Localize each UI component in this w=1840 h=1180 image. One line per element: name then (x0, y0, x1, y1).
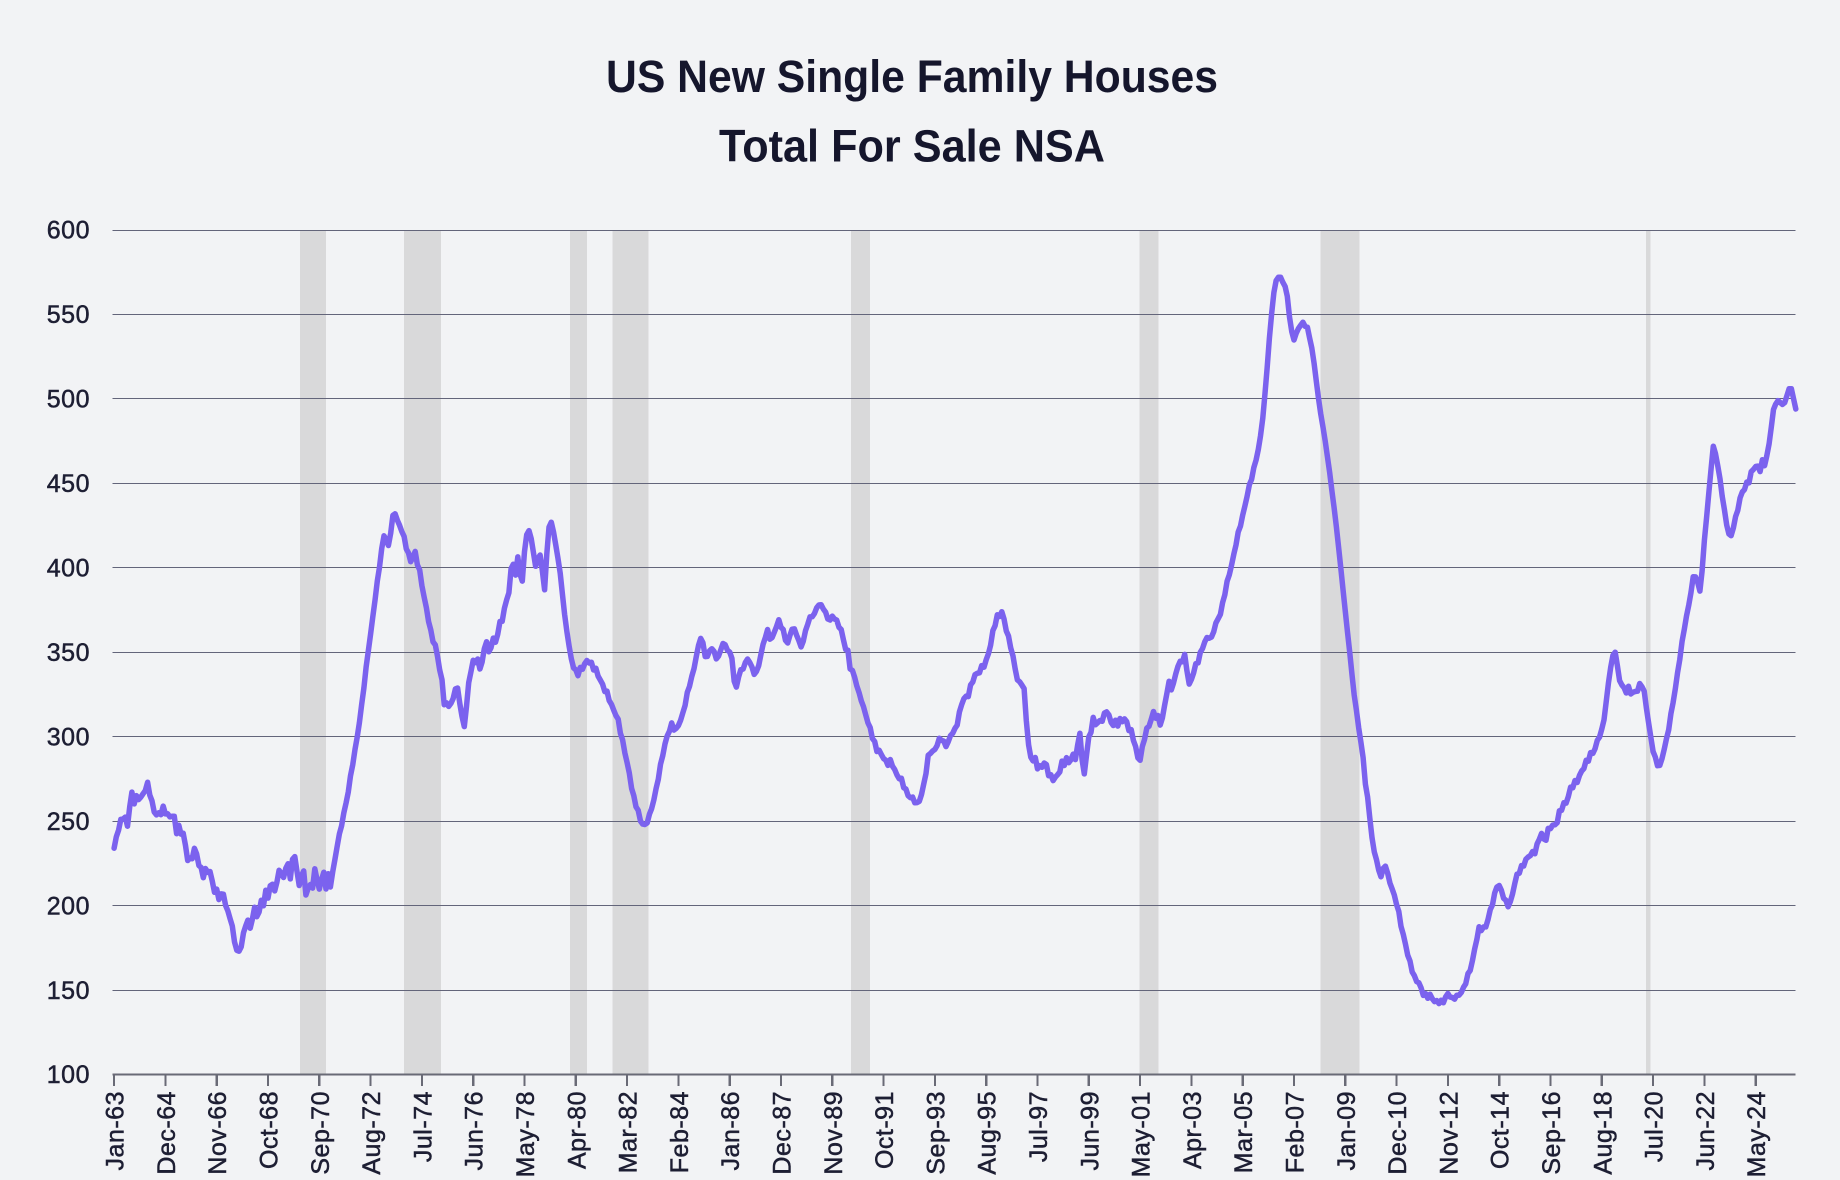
svg-text:Aug-95: Aug-95 (974, 1091, 1002, 1175)
svg-text:US New Single Family Houses: US New Single Family Houses (606, 51, 1218, 102)
svg-text:200: 200 (47, 892, 90, 920)
svg-text:Nov-89: Nov-89 (820, 1091, 848, 1175)
svg-text:Sep-93: Sep-93 (922, 1091, 950, 1175)
svg-text:Jul-74: Jul-74 (409, 1091, 437, 1162)
svg-text:Nov-12: Nov-12 (1435, 1091, 1463, 1175)
svg-text:Jan-09: Jan-09 (1333, 1091, 1361, 1170)
svg-text:Mar-05: Mar-05 (1230, 1091, 1258, 1173)
svg-text:450: 450 (47, 470, 90, 498)
svg-text:Jun-76: Jun-76 (461, 1091, 489, 1170)
svg-text:350: 350 (47, 639, 90, 667)
svg-text:400: 400 (47, 555, 90, 583)
svg-text:Dec-87: Dec-87 (769, 1091, 797, 1175)
svg-text:Jun-22: Jun-22 (1692, 1091, 1720, 1170)
svg-text:Oct-91: Oct-91 (871, 1091, 899, 1169)
svg-text:Jul-97: Jul-97 (1025, 1091, 1053, 1162)
svg-text:Dec-64: Dec-64 (153, 1091, 181, 1175)
svg-text:Feb-07: Feb-07 (1282, 1091, 1310, 1173)
svg-text:Oct-14: Oct-14 (1487, 1091, 1515, 1169)
svg-text:Sep-16: Sep-16 (1538, 1091, 1566, 1175)
svg-text:Jul-20: Jul-20 (1641, 1091, 1669, 1162)
svg-text:Sep-70: Sep-70 (307, 1091, 335, 1175)
svg-text:Apr-03: Apr-03 (1179, 1091, 1207, 1169)
svg-text:600: 600 (47, 217, 90, 245)
svg-text:May-78: May-78 (512, 1091, 540, 1177)
svg-text:May-24: May-24 (1743, 1091, 1771, 1177)
svg-text:Jan-63: Jan-63 (102, 1091, 130, 1170)
svg-text:Mar-82: Mar-82 (615, 1091, 643, 1173)
svg-text:Feb-84: Feb-84 (666, 1091, 694, 1173)
svg-text:Apr-80: Apr-80 (563, 1091, 591, 1169)
svg-text:100: 100 (47, 1061, 90, 1089)
svg-text:Jun-99: Jun-99 (1076, 1091, 1104, 1170)
svg-text:May-01: May-01 (1128, 1091, 1156, 1177)
svg-text:150: 150 (47, 977, 90, 1005)
svg-text:Total For Sale NSA: Total For Sale NSA (719, 121, 1105, 172)
svg-text:250: 250 (47, 808, 90, 836)
svg-text:Aug-72: Aug-72 (358, 1091, 386, 1175)
svg-text:Aug-18: Aug-18 (1589, 1091, 1617, 1175)
svg-text:300: 300 (47, 723, 90, 751)
svg-text:Nov-66: Nov-66 (204, 1091, 232, 1175)
svg-text:500: 500 (47, 386, 90, 414)
svg-text:Oct-68: Oct-68 (256, 1091, 284, 1169)
svg-text:Dec-10: Dec-10 (1384, 1091, 1412, 1175)
svg-text:Jan-86: Jan-86 (717, 1091, 745, 1170)
svg-text:550: 550 (47, 301, 90, 329)
